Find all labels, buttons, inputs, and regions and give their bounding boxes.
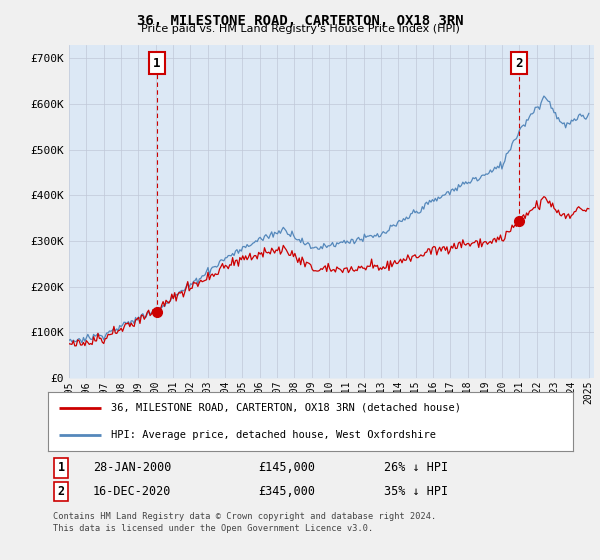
Text: 26% ↓ HPI: 26% ↓ HPI [384, 461, 448, 474]
Text: 28-JAN-2000: 28-JAN-2000 [92, 461, 171, 474]
Text: 16-DEC-2020: 16-DEC-2020 [92, 485, 171, 498]
Text: 2: 2 [58, 485, 65, 498]
Text: £145,000: £145,000 [258, 461, 315, 474]
Text: £345,000: £345,000 [258, 485, 315, 498]
Text: 36, MILESTONE ROAD, CARTERTON, OX18 3RN (detached house): 36, MILESTONE ROAD, CARTERTON, OX18 3RN … [111, 403, 461, 413]
Text: Contains HM Land Registry data © Crown copyright and database right 2024.
This d: Contains HM Land Registry data © Crown c… [53, 512, 437, 533]
Text: 35% ↓ HPI: 35% ↓ HPI [384, 485, 448, 498]
Text: HPI: Average price, detached house, West Oxfordshire: HPI: Average price, detached house, West… [111, 430, 436, 440]
Text: 1: 1 [153, 57, 161, 69]
Text: 36, MILESTONE ROAD, CARTERTON, OX18 3RN: 36, MILESTONE ROAD, CARTERTON, OX18 3RN [137, 14, 463, 28]
Text: 2: 2 [515, 57, 523, 69]
Text: Price paid vs. HM Land Registry's House Price Index (HPI): Price paid vs. HM Land Registry's House … [140, 24, 460, 34]
Text: 1: 1 [58, 461, 65, 474]
